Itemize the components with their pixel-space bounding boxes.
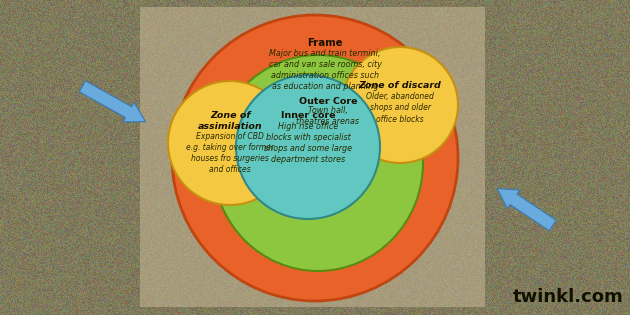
- Text: Inner core: Inner core: [281, 111, 335, 119]
- Text: Zone of
assimilation: Zone of assimilation: [198, 111, 262, 131]
- Circle shape: [172, 15, 458, 301]
- Circle shape: [236, 75, 380, 219]
- Text: High rise office
blocks with specialist
shops and some large
department stores: High rise office blocks with specialist …: [264, 122, 352, 164]
- Text: Expansion of CBD
e.g. taking over former
houses fro surgeries
and offices: Expansion of CBD e.g. taking over former…: [186, 132, 274, 174]
- Circle shape: [342, 47, 458, 163]
- Text: Major bus and train termini,
car and van sale rooms, city
administration offices: Major bus and train termini, car and van…: [268, 49, 381, 91]
- Text: Zone of discard: Zone of discard: [358, 81, 442, 89]
- Ellipse shape: [213, 55, 423, 271]
- FancyArrowPatch shape: [79, 81, 146, 122]
- FancyArrowPatch shape: [497, 189, 556, 231]
- Text: Town hall,
theatres arenas: Town hall, theatres arenas: [297, 106, 360, 126]
- Text: Frame: Frame: [307, 38, 343, 48]
- Text: Older, abandoned
shops and older
office blocks: Older, abandoned shops and older office …: [366, 92, 434, 123]
- Circle shape: [168, 81, 292, 205]
- FancyBboxPatch shape: [140, 7, 485, 307]
- Text: Outer Core: Outer Core: [299, 96, 357, 106]
- Text: twinkl.com: twinkl.com: [513, 288, 623, 306]
